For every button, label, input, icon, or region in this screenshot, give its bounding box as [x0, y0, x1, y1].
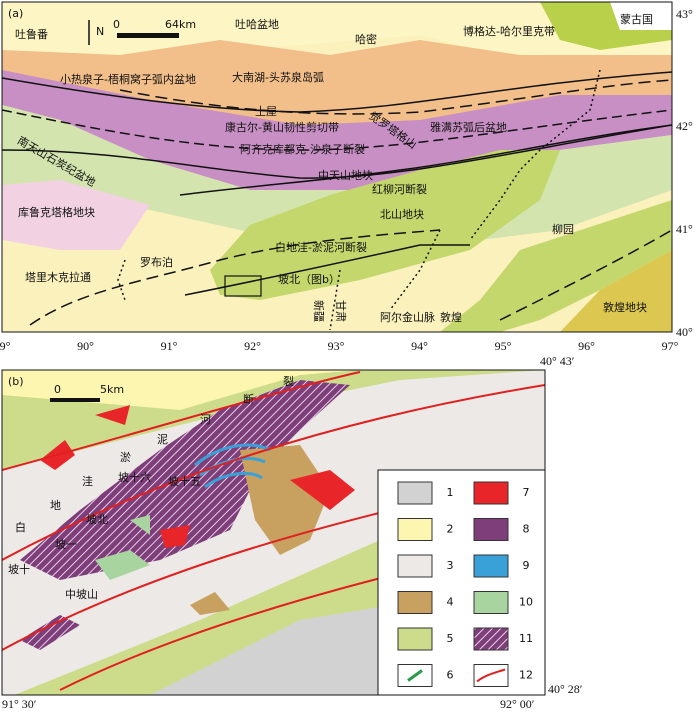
legend-label: 2 [447, 523, 454, 536]
place-label: 柳园 [552, 222, 574, 236]
legend [377, 469, 546, 696]
place-label: 敦煌地块 [603, 300, 647, 314]
place-label: 中天山地块 [318, 169, 373, 182]
legend-swatch [473, 554, 509, 578]
place-label: 坡一 [55, 538, 77, 551]
lat-label: 43° [676, 7, 693, 21]
corner-label: 40° 28′ [548, 682, 583, 696]
panel-label: (a) [8, 7, 23, 20]
scale-text: 0 [54, 383, 61, 396]
place-label: 蒙古国 [620, 13, 653, 26]
place-label: 土屋 [255, 105, 277, 118]
place-label: 泥 [157, 433, 168, 446]
place-label: 博格达-哈尔里克带 [463, 24, 555, 38]
scale-text: 64km [165, 18, 196, 31]
frame-a [1, 1, 673, 333]
legend-symbol [476, 668, 506, 683]
legend-label: 7 [523, 486, 530, 499]
legend-swatch [397, 627, 433, 651]
place-label: 吐哈盆地 [235, 17, 279, 31]
lon-label: 92° [244, 339, 261, 353]
place-label: 河 [200, 413, 211, 426]
place-label: 库鲁克塔格地块 [18, 205, 95, 219]
lon-label: 89° [0, 339, 11, 353]
legend-swatch [397, 518, 433, 541]
legend-label: 6 [447, 669, 454, 682]
lon-label: 93° [328, 339, 345, 353]
legend-swatch [473, 627, 509, 651]
north: N [96, 25, 104, 38]
legend-label: 9 [523, 559, 530, 572]
legend-swatch [473, 481, 509, 505]
scale-bar [117, 33, 179, 38]
place-label: 裂 [283, 375, 294, 388]
place-label: 白地洼-淤泥河断裂 [275, 240, 367, 254]
place-label: 新疆 [312, 300, 326, 322]
place-label: 坡十六 [118, 470, 151, 484]
lat-label: 40° [676, 325, 693, 339]
lon-label: 94° [411, 339, 428, 353]
legend-swatch [397, 481, 433, 505]
lon-label: 96° [578, 339, 595, 353]
corner-label: 92° 00′ [500, 697, 535, 711]
legend-label: 12 [519, 669, 533, 682]
place-label: 坡北（图b） [278, 273, 340, 286]
place-label: 塔里木克拉通 [25, 270, 91, 284]
lon-label: 95° [495, 339, 512, 353]
lat-label: 42° [676, 119, 693, 133]
place-label: 大南湖-头苏泉岛弧 [232, 70, 324, 84]
scale-bar [50, 398, 100, 402]
legend-label: 11 [519, 632, 533, 645]
lon-label: 90° [77, 339, 94, 353]
lon-labels: 89° 90° 91° 92° 93° 94° 95° 96° 97° [0, 339, 679, 353]
place-label: 坡北 [86, 513, 108, 526]
legend-swatch [397, 554, 433, 578]
legend-label: 4 [447, 596, 454, 609]
scale-text: 5km [100, 383, 124, 396]
legend-swatch [473, 664, 509, 687]
place-label: 北山地块 [380, 208, 424, 221]
place-label: 阿尔金山脉 [380, 310, 435, 324]
place-label: 坡十五 [168, 474, 201, 488]
corner-label: 91° 30′ [2, 697, 37, 711]
lat-labels: 43° 42° 41° 40° [676, 7, 693, 339]
legend-label: 8 [523, 523, 530, 536]
legend-swatch [473, 518, 509, 541]
place-label: 白 [15, 520, 26, 534]
panel-label: (b) [8, 375, 24, 388]
legend-label: 10 [519, 596, 533, 609]
legend-label: 3 [447, 559, 454, 572]
place-label: 罗布泊 [140, 256, 173, 269]
lat-label: 41° [676, 222, 693, 236]
lon-label: 97° [662, 339, 679, 353]
legend-label: 1 [447, 486, 454, 499]
lon-label: 91° [161, 339, 178, 353]
place-label: 敦煌 [440, 310, 462, 324]
place-label: 甘肃 [334, 300, 347, 322]
place-label: 小热泉子-梧桐窝子弧内盆地 [60, 72, 196, 86]
legend-symbol [407, 669, 423, 682]
legend-label: 5 [447, 632, 454, 645]
place-label: 雅满苏弧后盆地 [430, 120, 507, 134]
place-label: 淤 [120, 451, 131, 464]
legend-swatch [473, 591, 509, 614]
place-label: 阿齐克库都克-沙泉子断裂 [240, 142, 365, 156]
place-label: 断 [243, 392, 254, 406]
place-label: 坡十 [8, 562, 30, 576]
place-label: 洼 [82, 474, 93, 488]
scale-text: 0 [113, 18, 120, 31]
place-label: 红柳河断裂 [372, 182, 427, 196]
place-label: 中坡山 [65, 588, 98, 601]
corner-label: 40° 43′ [540, 354, 575, 368]
place-label: 吐鲁番 [15, 27, 48, 41]
place-label: 康古尔-黄山韧性剪切带 [225, 120, 339, 134]
place-label: 地 [50, 499, 61, 512]
legend-swatch [397, 591, 433, 614]
map-a [2, 2, 672, 332]
place-label: 哈密 [355, 32, 377, 46]
